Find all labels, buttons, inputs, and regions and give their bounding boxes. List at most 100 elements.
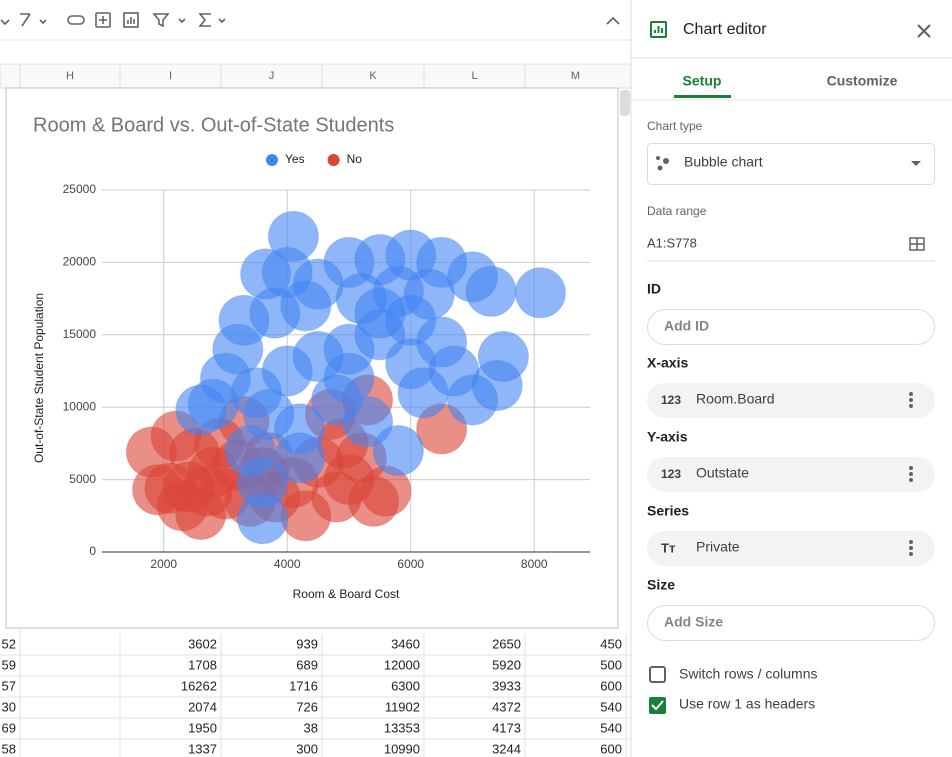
section-label: X-axis: [647, 355, 688, 371]
range-selector[interactable]: [909, 237, 925, 251]
bubble: [132, 464, 184, 516]
tab[interactable]: Setup: [683, 73, 722, 89]
bubble: [465, 265, 517, 317]
tab[interactable]: Customize: [827, 73, 898, 89]
bubble: [385, 338, 437, 390]
cell: 1337: [188, 741, 217, 756]
panel-title: Chart editor: [683, 21, 767, 38]
x-tick-label: 4000: [274, 557, 301, 571]
column-header: L: [471, 70, 477, 82]
y-axis-chip[interactable]: [647, 457, 935, 492]
legend-marker: [266, 154, 278, 166]
cell: 300: [296, 741, 318, 756]
cell: 5920: [492, 657, 521, 672]
cell: 3933: [492, 678, 521, 693]
bubble: [372, 425, 424, 477]
y-tick-label: 25000: [63, 182, 97, 196]
more-menu[interactable]: [909, 540, 913, 556]
cell: 600: [600, 741, 622, 756]
cell: 59: [2, 657, 16, 672]
text-icon: Tт: [661, 540, 675, 555]
more-menu[interactable]: [909, 392, 913, 408]
bubble: [274, 432, 326, 484]
cell: 10990: [384, 741, 420, 756]
chart-icon: [650, 21, 667, 38]
sheet: HIJKLM5236029393460265045010005917086891…: [0, 64, 631, 757]
series-field: Private: [696, 539, 740, 555]
bubble: [175, 384, 227, 436]
section-label: Y-axis: [647, 429, 688, 445]
placeholder: Add Size: [664, 614, 723, 630]
legend-label: No: [347, 152, 363, 166]
bubble: [224, 425, 276, 477]
scrollbar[interactable]: [620, 90, 630, 116]
cell: 939: [296, 636, 318, 651]
cell: 540: [600, 699, 622, 714]
cell: 726: [296, 699, 318, 714]
toolbar: [0, 0, 631, 40]
x-tick-label: 8000: [521, 557, 548, 571]
field-label: Data range: [647, 204, 707, 218]
series-chip[interactable]: [647, 531, 935, 566]
y-tick-label: 15000: [63, 327, 97, 341]
cell: 1716: [289, 678, 318, 693]
x-tick-label: 6000: [397, 557, 424, 571]
cell: 3244: [492, 741, 521, 756]
y-tick-label: 10000: [63, 399, 97, 413]
section-label: ID: [647, 281, 661, 297]
cell: 13353: [384, 720, 420, 735]
y-tick-label: 20000: [63, 255, 97, 269]
bubble: [354, 287, 406, 339]
field-label: Chart type: [647, 119, 703, 133]
number-icon: 123: [661, 393, 681, 407]
close-button[interactable]: [917, 24, 931, 38]
column-header: J: [269, 70, 275, 82]
id-input[interactable]: [647, 309, 935, 345]
toolbar-icons[interactable]: [0, 12, 620, 28]
size-input[interactable]: [647, 605, 935, 641]
bubble: [280, 280, 332, 332]
section-label: Size: [647, 577, 675, 593]
checkbox-label: Switch rows / columns: [679, 666, 817, 682]
plot-area: 0 5000 10000 15000 20000 25000 2000 4000 6000 800…: [63, 152, 590, 571]
bubble: [323, 352, 375, 404]
cell: 689: [296, 657, 318, 672]
cell: 4372: [492, 699, 521, 714]
cell: 600: [600, 678, 622, 693]
y-tick-label: 5000: [69, 472, 96, 486]
cell: 6300: [391, 678, 420, 693]
cell: 52: [2, 636, 16, 651]
bubble: [212, 323, 264, 375]
bubble-icon: [656, 156, 669, 171]
cell: 1950: [188, 720, 217, 735]
cell: 30: [2, 699, 16, 714]
number-icon: 123: [661, 467, 681, 481]
cell: 58: [2, 741, 16, 756]
section-label: Series: [647, 503, 689, 519]
cell: 500: [600, 657, 622, 672]
cell: 2650: [492, 636, 521, 651]
cell: 3460: [391, 636, 420, 651]
x-axis-label: Room & Board Cost: [293, 587, 400, 601]
more-menu[interactable]: [909, 466, 913, 482]
cell: 450: [600, 636, 622, 651]
cell: 11902: [385, 699, 420, 714]
cell: 57: [2, 678, 16, 693]
y-tick-label: 0: [89, 544, 96, 558]
x-axis-chip[interactable]: [647, 383, 935, 418]
bubble: [514, 267, 566, 319]
chart-type-dropdown[interactable]: [647, 143, 935, 185]
data-range-value[interactable]: A1:S778: [647, 235, 697, 250]
column-header: K: [369, 70, 377, 82]
tab-indicator: [674, 95, 731, 98]
checkbox-label: Use row 1 as headers: [679, 696, 815, 712]
chart-title: Room & Board vs. Out-of-State Students: [33, 114, 394, 136]
y-axis-field: Outstate: [696, 465, 749, 481]
column-header: M: [571, 70, 580, 82]
dropdown-arrow[interactable]: [911, 161, 921, 166]
column-header: I: [169, 70, 172, 82]
checkbox[interactable]: [649, 666, 666, 683]
cell: 3602: [188, 636, 217, 651]
cell: 540: [600, 720, 622, 735]
